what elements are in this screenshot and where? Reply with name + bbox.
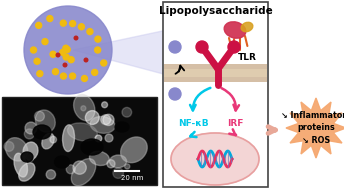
Ellipse shape — [81, 139, 103, 155]
Circle shape — [84, 58, 88, 62]
Circle shape — [66, 165, 75, 174]
Circle shape — [60, 49, 66, 55]
Ellipse shape — [224, 22, 246, 38]
Circle shape — [78, 24, 84, 30]
Circle shape — [70, 21, 76, 27]
Ellipse shape — [115, 122, 129, 132]
Circle shape — [31, 47, 36, 53]
Circle shape — [53, 69, 58, 75]
Circle shape — [85, 111, 99, 125]
Circle shape — [37, 71, 43, 77]
Ellipse shape — [171, 133, 259, 185]
Circle shape — [74, 36, 78, 40]
Polygon shape — [286, 98, 344, 158]
Ellipse shape — [90, 116, 115, 133]
Circle shape — [169, 41, 181, 53]
Ellipse shape — [23, 142, 38, 160]
Ellipse shape — [74, 94, 95, 121]
Ellipse shape — [241, 22, 253, 32]
Ellipse shape — [71, 159, 96, 186]
Text: ↘ Inflammatory
proteins
↘ ROS: ↘ Inflammatory proteins ↘ ROS — [281, 111, 344, 145]
Ellipse shape — [33, 125, 51, 139]
Circle shape — [95, 47, 101, 53]
FancyBboxPatch shape — [164, 64, 267, 82]
Ellipse shape — [54, 156, 69, 168]
Ellipse shape — [35, 110, 55, 132]
Circle shape — [69, 73, 76, 79]
Text: NF-κB: NF-κB — [178, 119, 208, 129]
Circle shape — [60, 20, 66, 26]
Circle shape — [47, 15, 53, 22]
Circle shape — [82, 75, 87, 81]
Circle shape — [105, 134, 113, 142]
Circle shape — [63, 45, 69, 51]
Circle shape — [63, 63, 67, 67]
Circle shape — [81, 106, 86, 111]
Circle shape — [73, 161, 86, 174]
Circle shape — [25, 122, 37, 134]
Circle shape — [64, 46, 70, 53]
Circle shape — [95, 36, 101, 42]
Circle shape — [122, 107, 132, 117]
Ellipse shape — [14, 153, 28, 177]
Circle shape — [92, 69, 98, 75]
Ellipse shape — [21, 152, 33, 162]
Circle shape — [50, 136, 56, 143]
Circle shape — [125, 164, 130, 169]
Ellipse shape — [19, 163, 35, 181]
Circle shape — [68, 57, 74, 63]
Circle shape — [34, 58, 40, 64]
Circle shape — [228, 41, 240, 53]
Circle shape — [56, 53, 60, 57]
Circle shape — [101, 115, 111, 125]
Ellipse shape — [6, 138, 28, 161]
Ellipse shape — [89, 151, 109, 166]
Circle shape — [61, 73, 66, 79]
Circle shape — [4, 142, 14, 151]
Circle shape — [50, 51, 56, 57]
Circle shape — [42, 39, 48, 45]
FancyBboxPatch shape — [163, 2, 268, 187]
Text: TLR: TLR — [238, 53, 257, 61]
Circle shape — [101, 60, 107, 66]
Circle shape — [36, 22, 42, 28]
Circle shape — [196, 41, 208, 53]
Ellipse shape — [121, 137, 147, 163]
FancyBboxPatch shape — [164, 69, 267, 77]
Ellipse shape — [67, 123, 97, 141]
Circle shape — [103, 114, 114, 125]
Circle shape — [95, 135, 102, 142]
Ellipse shape — [63, 125, 75, 152]
Circle shape — [87, 29, 93, 35]
Ellipse shape — [110, 155, 127, 168]
Circle shape — [169, 88, 181, 100]
Circle shape — [24, 6, 112, 94]
FancyBboxPatch shape — [2, 97, 157, 185]
Circle shape — [34, 111, 44, 121]
Circle shape — [24, 129, 34, 139]
Circle shape — [113, 168, 123, 178]
Ellipse shape — [42, 133, 54, 149]
Circle shape — [107, 160, 115, 168]
Text: 20 nm: 20 nm — [121, 175, 143, 181]
Circle shape — [63, 54, 69, 60]
Text: Lipopolysaccharide: Lipopolysaccharide — [159, 6, 272, 16]
Circle shape — [46, 170, 56, 179]
Text: IRF: IRF — [227, 119, 243, 129]
Polygon shape — [73, 30, 167, 75]
Circle shape — [102, 102, 108, 108]
Circle shape — [27, 155, 33, 161]
